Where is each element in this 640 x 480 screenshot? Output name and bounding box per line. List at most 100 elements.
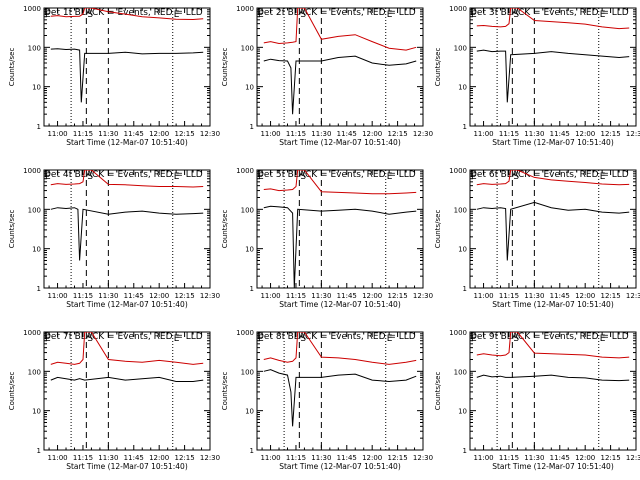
x-tick-label: 11:15	[286, 454, 306, 462]
x-tick-label: 12:15	[600, 454, 620, 462]
y-tick-label: 10	[245, 408, 254, 416]
x-tick-label: 11:45	[124, 454, 144, 462]
y-axis-label: Counts/sec	[434, 48, 442, 87]
series-line-events	[476, 49, 630, 103]
x-tick-label: 11:15	[499, 454, 519, 462]
chart-title: Det 8f BLACK = Events, RED = LLD	[257, 332, 416, 342]
y-tick-label: 1000	[236, 5, 254, 13]
y-tick-label: 100	[454, 44, 467, 52]
x-tick-label: 12:15	[387, 292, 407, 300]
x-tick-label: 11:30	[524, 454, 544, 462]
y-tick-label: 1	[463, 123, 467, 131]
event-marker-E: E	[174, 172, 180, 182]
x-tick-label: 11:45	[337, 454, 357, 462]
x-tick-label: 12:00	[362, 130, 382, 138]
event-marker-E: E	[45, 334, 51, 344]
x-axis-label: Start Time (12-Mar-07 10:51:40)	[66, 138, 188, 147]
plot-frame	[469, 169, 637, 289]
event-marker-S: S	[513, 172, 519, 182]
x-tick-label: 12:00	[362, 454, 382, 462]
x-tick-label: 12:15	[387, 454, 407, 462]
x-tick-label: 12:15	[600, 130, 620, 138]
series-line-events	[476, 374, 630, 382]
y-tick-label: 10	[32, 84, 41, 92]
series-line-lld	[50, 8, 204, 21]
x-tick-label: 11:30	[524, 130, 544, 138]
x-axis-label: Start Time (12-Mar-07 10:51:40)	[492, 138, 614, 147]
series-line-events	[263, 55, 417, 115]
x-tick-label: 11:30	[98, 130, 118, 138]
x-tick-label: 11:45	[124, 292, 144, 300]
plot-frame	[256, 7, 424, 127]
x-tick-label: 11:15	[286, 292, 306, 300]
event-marker-E: E	[387, 334, 393, 344]
x-tick-label: 11:00	[473, 292, 493, 300]
chart-title: Det 9f BLACK = Events, RED = LLD	[470, 332, 629, 342]
x-tick-label: 11:15	[73, 454, 93, 462]
chart-title: Det 2f BLACK = Events, RED = LLD	[257, 8, 416, 18]
chart-panel-2: Det 2f BLACK = Events, RED = LLD 1 10 100 10…	[221, 5, 433, 147]
y-axis-label: Counts/sec	[434, 372, 442, 411]
x-tick-label: 11:45	[550, 292, 570, 300]
series-line-lld	[263, 170, 417, 195]
plot-frame	[256, 331, 424, 451]
event-marker-E: E	[600, 334, 606, 344]
x-axis-label: Start Time (12-Mar-07 10:51:40)	[66, 300, 188, 309]
event-marker-S: S	[300, 172, 306, 182]
y-axis-label: Counts/sec	[8, 210, 16, 249]
y-axis-label: Counts/sec	[8, 48, 16, 87]
y-tick-label: 100	[28, 206, 41, 214]
x-tick-label: 11:00	[473, 130, 493, 138]
event-marker-E: E	[387, 10, 393, 20]
event-marker-E: E	[387, 172, 393, 182]
event-marker-S: S	[87, 172, 93, 182]
x-axis-label: Start Time (12-Mar-07 10:51:40)	[279, 300, 401, 309]
chart-panel-6: Det 6f BLACK = Events, RED = LLD 1 10 100 10…	[434, 167, 640, 309]
y-tick-label: 1	[463, 285, 467, 293]
y-tick-label: 10	[32, 246, 41, 254]
chart-title: Det 7f BLACK = Events, RED = LLD	[44, 332, 203, 342]
y-axis-label: Counts/sec	[434, 210, 442, 249]
y-tick-label: 10	[32, 408, 41, 416]
x-tick-label: 12:00	[149, 454, 169, 462]
plot-frame	[469, 7, 637, 127]
plot-frame	[43, 331, 211, 451]
x-tick-label: 11:30	[98, 292, 118, 300]
event-marker-E: E	[471, 172, 477, 182]
y-tick-label: 100	[241, 206, 254, 214]
x-tick-label: 12:15	[174, 454, 194, 462]
series-line-lld	[476, 8, 630, 30]
y-tick-label: 1	[37, 285, 41, 293]
series-line-lld	[263, 332, 417, 365]
y-tick-label: 10	[458, 408, 467, 416]
x-tick-label: 12:30	[626, 292, 640, 300]
y-tick-label: 100	[28, 44, 41, 52]
chart-panel-1: Det 1f BLACK = Events, RED = LLD 1 10 100 10…	[8, 5, 220, 147]
y-axis-label: Counts/sec	[221, 210, 229, 249]
x-tick-label: 12:30	[200, 130, 220, 138]
x-tick-label: 11:00	[47, 454, 67, 462]
chart-panel-8: Det 8f BLACK = Events, RED = LLD 1 10 100 10…	[221, 329, 433, 471]
plot-frame	[469, 331, 637, 451]
x-tick-label: 11:45	[337, 292, 357, 300]
x-tick-label: 12:30	[413, 292, 433, 300]
x-tick-label: 12:15	[600, 292, 620, 300]
x-tick-label: 11:00	[473, 454, 493, 462]
event-marker-E: E	[258, 172, 264, 182]
chart-panel-9: Det 9f BLACK = Events, RED = LLD 1 10 100 10…	[434, 329, 640, 471]
chart-panel-3: Det 3f BLACK = Events, RED = LLD 1 10 100 10…	[434, 5, 640, 147]
x-tick-label: 11:00	[47, 130, 67, 138]
x-tick-label: 12:30	[626, 454, 640, 462]
plot-frame	[256, 169, 424, 289]
x-tick-label: 12:15	[174, 130, 194, 138]
x-axis-label: Start Time (12-Mar-07 10:51:40)	[492, 462, 614, 471]
x-tick-label: 11:45	[550, 130, 570, 138]
x-tick-label: 12:00	[575, 454, 595, 462]
series-line-events	[50, 48, 204, 103]
x-tick-label: 11:15	[73, 130, 93, 138]
chart-title: Det 6f BLACK = Events, RED = LLD	[470, 170, 629, 180]
y-tick-label: 1	[250, 447, 254, 455]
x-tick-label: 12:30	[626, 130, 640, 138]
y-axis-label: Counts/sec	[221, 372, 229, 411]
